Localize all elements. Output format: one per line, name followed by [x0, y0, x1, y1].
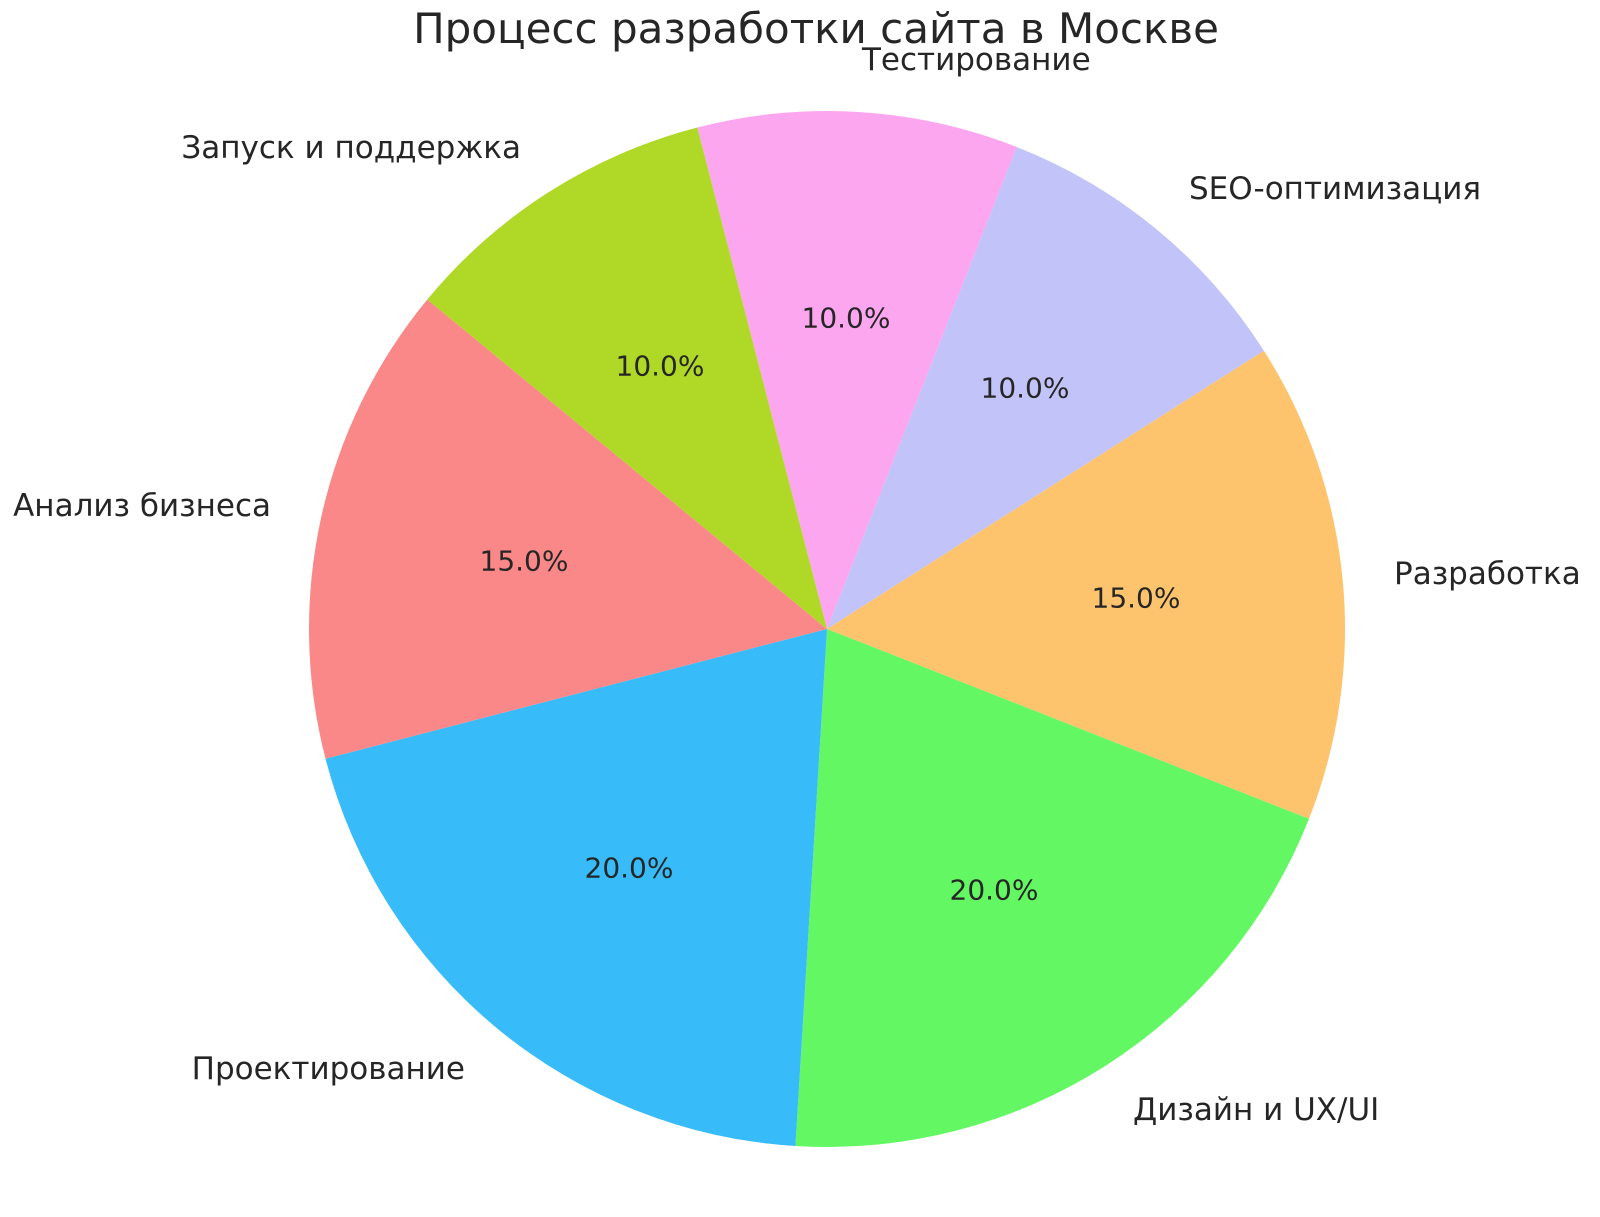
pie-slice-2 — [827, 350, 1346, 819]
pie-slice-name-label-1: SEO-оптимизация — [1189, 170, 1482, 207]
pie-percent-label-2: 15.0% — [1091, 581, 1181, 615]
pie-percent-label-3: 20.0% — [949, 873, 1039, 907]
pie-percent-label-5: 15.0% — [479, 544, 569, 578]
pie-slice-6 — [427, 127, 827, 629]
pie-percent-label-4: 20.0% — [584, 851, 674, 885]
pie-slice-name-label-2: Разработка — [1394, 555, 1581, 592]
pie-percent-label-1: 10.0% — [980, 371, 1070, 405]
pie-slice-name-label-4: Проектирование — [191, 1050, 465, 1087]
pie-slice-5 — [308, 299, 828, 759]
pie-slice-0 — [697, 110, 1017, 629]
pie-percent-label-6: 10.0% — [615, 349, 705, 383]
pie-slice-name-label-5: Анализ бизнеса — [13, 487, 271, 524]
pie-slice-name-label-3: Дизайн и UX/UI — [1133, 1091, 1380, 1128]
pie-slice-4 — [325, 629, 827, 1146]
chart-title: Процесс разработки сайта в Москве — [413, 4, 1219, 53]
pie-slice-name-label-0: Тестирование — [862, 41, 1091, 78]
pie-slice-3 — [795, 629, 1309, 1147]
pie-percent-label-0: 10.0% — [801, 301, 891, 335]
pie-slice-name-label-6: Запуск и поддержка — [181, 129, 521, 166]
pie-slice-1 — [827, 147, 1264, 629]
